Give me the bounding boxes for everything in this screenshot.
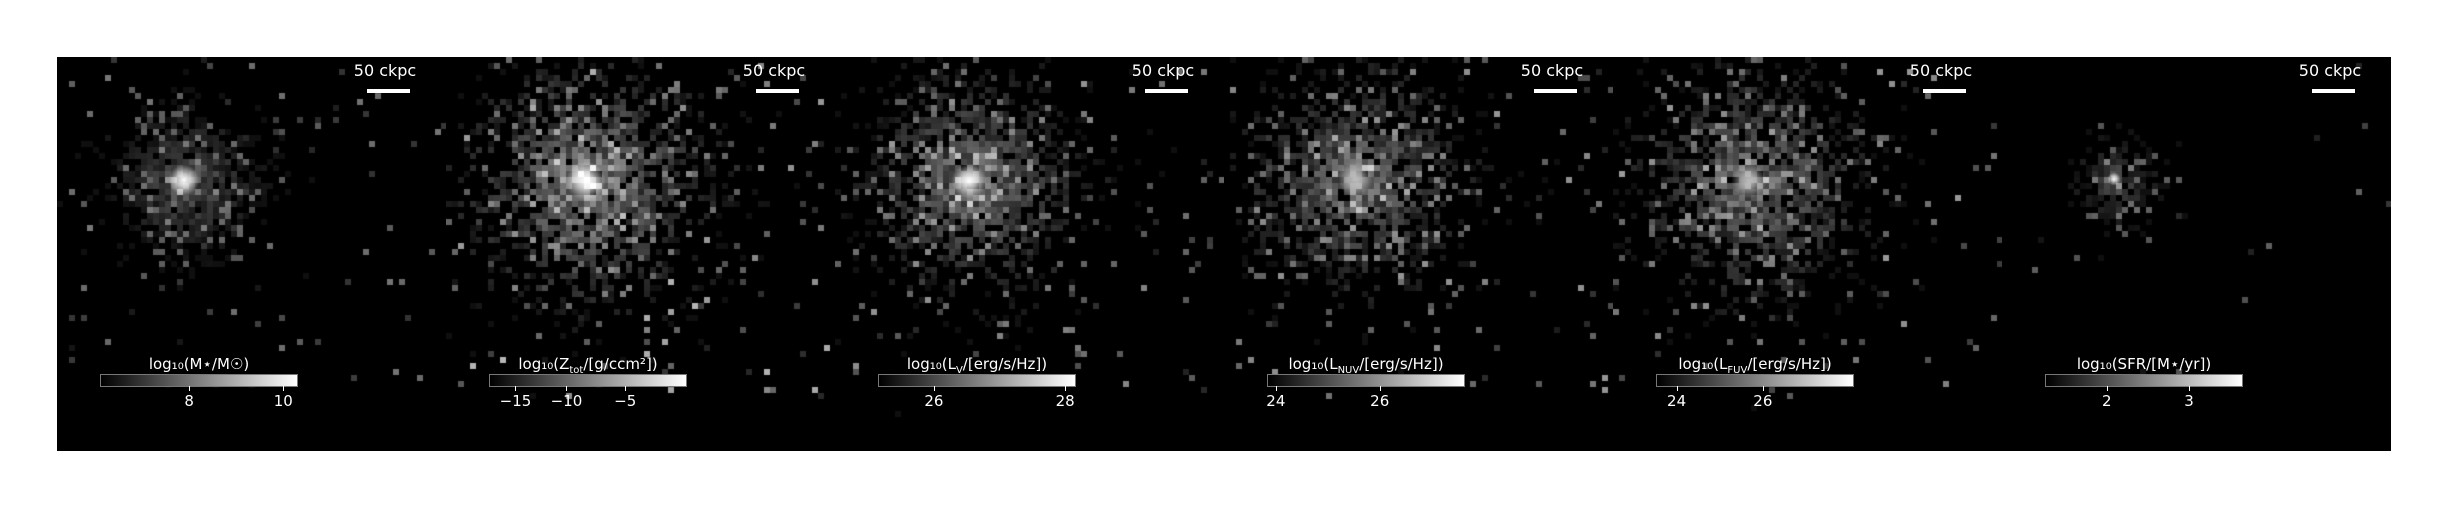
colorbar-tick-label: 10 — [273, 392, 293, 410]
colorbar-tick-label: 24 — [1667, 392, 1687, 410]
colorbar-tick-label: 26 — [924, 392, 944, 410]
colorbar-title: log₁₀(LV/[erg/s/Hz]) — [906, 355, 1048, 376]
colorbar-gradient — [489, 374, 687, 387]
colorbar-gradient — [100, 374, 298, 387]
scale-bar-label: 50 ckpc — [742, 61, 806, 80]
colorbar-tick — [1676, 386, 1678, 391]
scale-bar-label: 50 ckpc — [1520, 61, 1584, 80]
colorbar-tick — [1065, 386, 1067, 391]
scale-bar-label: 50 ckpc — [1909, 61, 1973, 80]
panel-sfr: 50 ckpc log₁₀(SFR/[M⋆/yr]) 2 3 — [2002, 57, 2391, 451]
colorbar-tick-label: −10 — [550, 392, 583, 410]
colorbar: log₁₀(M⋆/M☉) 8 10 — [100, 355, 298, 413]
scale-bar-label: 50 ckpc — [353, 61, 417, 80]
colorbar: log₁₀(SFR/[M⋆/yr]) 2 3 — [2045, 355, 2243, 413]
colorbar-tick-label: 8 — [184, 392, 194, 410]
colorbar-title: log₁₀(Ztot/[g/ccm²]) — [518, 355, 658, 376]
colorbar-title: log₁₀(LFUV/[erg/s/Hz]) — [1678, 355, 1832, 376]
scale-bar-line — [367, 89, 410, 93]
colorbar-tick-label: 3 — [2184, 392, 2194, 410]
colorbar-title: log₁₀(M⋆/M☉) — [148, 355, 250, 373]
scale-bar: 50 ckpc — [2295, 61, 2365, 93]
colorbar-title: log₁₀(SFR/[M⋆/yr]) — [2076, 355, 2212, 373]
colorbar-tick — [566, 386, 568, 391]
colorbar-tick-label: 26 — [1370, 392, 1390, 410]
colorbar-tick — [1275, 386, 1277, 391]
panel-v-band: 50 ckpc log₁₀(LV/[erg/s/Hz]) 26 28 — [835, 57, 1224, 451]
scale-bar: 50 ckpc — [739, 61, 809, 93]
colorbar-gradient — [2045, 374, 2243, 387]
scale-bar: 50 ckpc — [1517, 61, 1587, 93]
colorbar-tick-label: 26 — [1753, 392, 1773, 410]
panel-nuv: 50 ckpc log₁₀(LNUV/[erg/s/Hz]) 24 26 — [1224, 57, 1613, 451]
colorbar-tick — [515, 386, 517, 391]
colorbar-tick-label: 2 — [2101, 392, 2112, 410]
panel-fuv: 50 ckpc log₁₀(LFUV/[erg/s/Hz]) 24 26 — [1613, 57, 2002, 451]
scale-bar-line — [756, 89, 799, 93]
panel-stellar-mass: 50 ckpc log₁₀(M⋆/M☉) 8 10 — [57, 57, 446, 451]
scale-bar-line — [1145, 89, 1188, 93]
colorbar: log₁₀(LFUV/[erg/s/Hz]) 24 26 — [1656, 355, 1854, 413]
scale-bar-label: 50 ckpc — [2298, 61, 2362, 80]
scale-bar: 50 ckpc — [1128, 61, 1198, 93]
scale-bar-line — [1923, 89, 1966, 93]
colorbar: log₁₀(LNUV/[erg/s/Hz]) 24 26 — [1266, 355, 1465, 413]
colorbar: log₁₀(LV/[erg/s/Hz]) 26 28 — [878, 355, 1076, 413]
colorbar-tick — [625, 386, 627, 391]
colorbar-title: log₁₀(LNUV/[erg/s/Hz]) — [1288, 355, 1444, 376]
colorbar-tick-label: 24 — [1266, 392, 1286, 410]
scale-bar-line — [1534, 89, 1577, 93]
colorbar: log₁₀(Ztot/[g/ccm²]) −15 −10 −5 — [489, 355, 687, 413]
colorbar-tick — [2189, 386, 2191, 391]
panel-metallicity: 50 ckpc log₁₀(Ztot/[g/ccm²]) −15 −10 −5 — [446, 57, 835, 451]
colorbar-tick-label: 28 — [1055, 392, 1075, 410]
scale-bar: 50 ckpc — [1906, 61, 1976, 93]
colorbar-gradient — [1267, 374, 1465, 387]
colorbar-tick — [933, 386, 935, 391]
image-strip: 50 ckpc log₁₀(M⋆/M☉) 8 10 50 ckpc log₁₀(Ztot/… — [57, 57, 2391, 451]
colorbar-tick-label: −5 — [614, 392, 637, 410]
colorbar-tick — [1762, 386, 1764, 391]
colorbar-tick-label: −15 — [499, 392, 532, 410]
colorbar-gradient — [1656, 374, 1854, 387]
colorbar-tick — [2106, 386, 2108, 391]
scale-bar-line — [2312, 89, 2355, 93]
colorbar-tick — [189, 386, 191, 391]
colorbar-tick — [283, 386, 285, 391]
scale-bar: 50 ckpc — [350, 61, 420, 93]
colorbar-tick — [1379, 386, 1381, 391]
colorbar-gradient — [878, 374, 1076, 387]
scale-bar-label: 50 ckpc — [1131, 61, 1195, 80]
